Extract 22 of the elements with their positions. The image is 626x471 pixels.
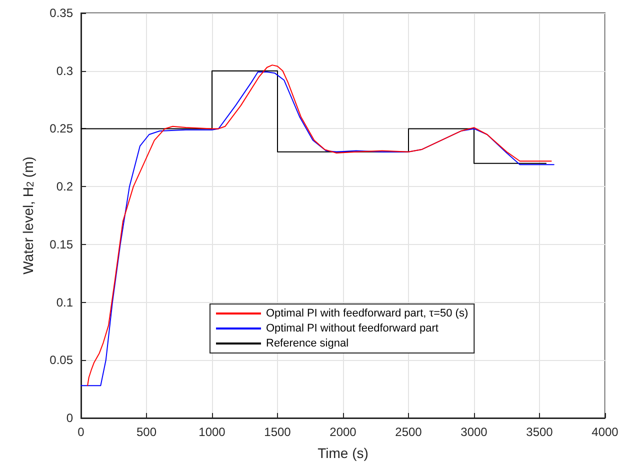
y-tick-label: 0	[66, 411, 74, 425]
y-tick-label: 0.15	[50, 237, 74, 252]
x-tick-label: 0	[78, 425, 85, 439]
x-tick-label: 4000	[592, 425, 619, 439]
y-tick-label: 0.05	[50, 353, 74, 368]
x-tick-label: 500	[136, 425, 157, 439]
legend-label: Optimal PI without feedforward part	[266, 322, 438, 334]
legend-label: Reference signal	[266, 338, 349, 350]
x-tick-label: 3000	[460, 425, 488, 439]
y-tick-label: 0.25	[50, 122, 74, 136]
x-tick-label: 1500	[264, 425, 292, 439]
x-axis-title: Time (s)	[318, 445, 368, 461]
x-tick-label: 2500	[395, 425, 422, 439]
x-tick-label: 2000	[330, 425, 357, 439]
y-tick-label: 0.3	[56, 64, 74, 78]
x-tick-label: 1000	[198, 425, 226, 439]
y-tick-label: 0.1	[56, 295, 74, 310]
y-axis-title: Water level, H2 (m)	[20, 156, 36, 274]
x-tick-label: 3500	[526, 425, 554, 439]
y-tick-label: 0.2	[56, 180, 74, 194]
y-tick-label: 0.35	[50, 6, 74, 20]
legend-label: Optimal PI with feedforward part, τ=50 (s)	[266, 308, 468, 320]
